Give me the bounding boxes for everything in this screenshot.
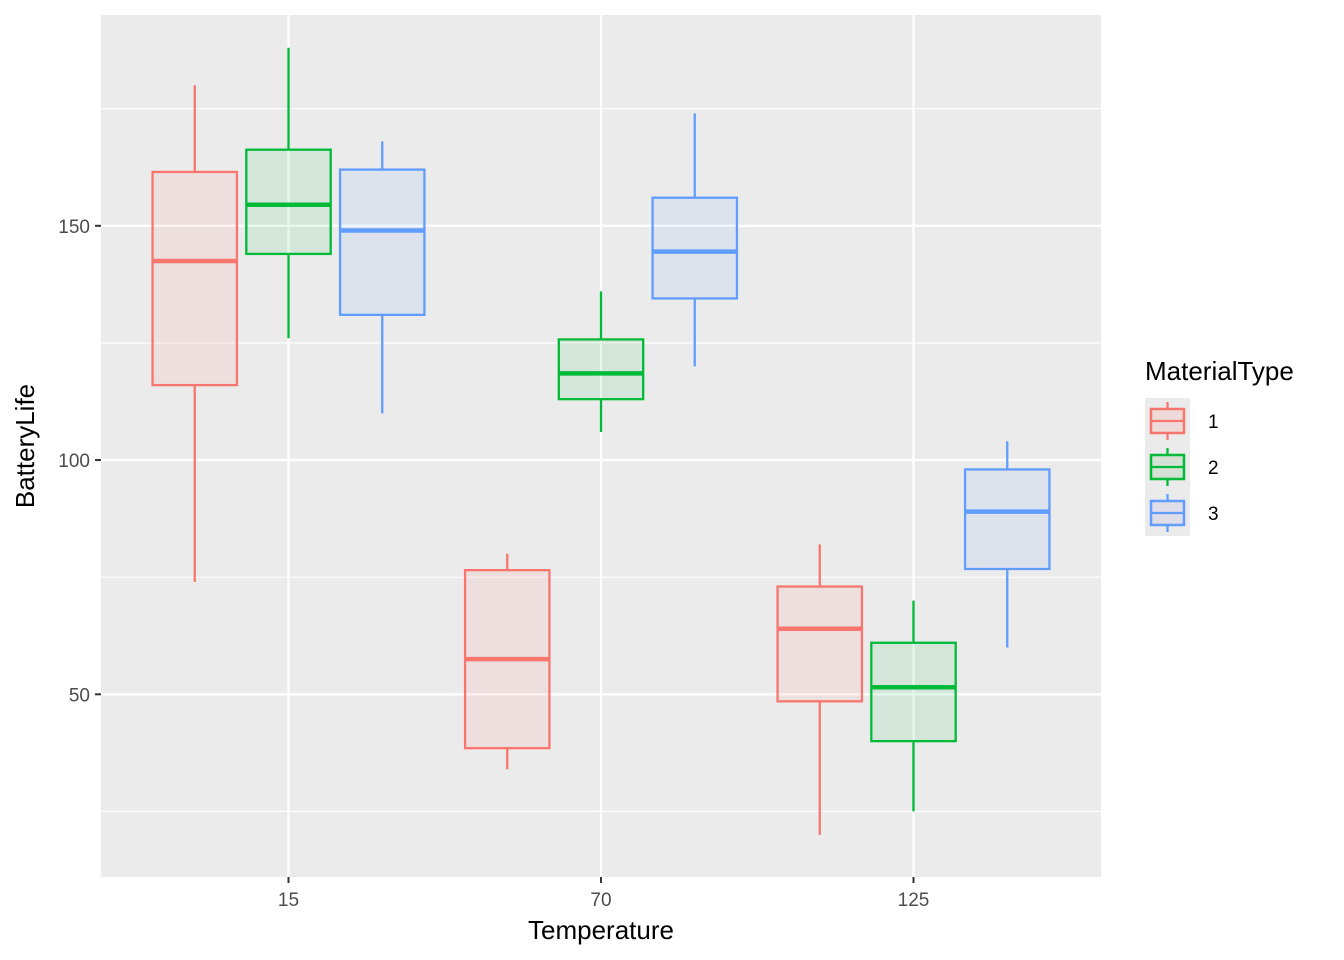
x-tick-label: 15 xyxy=(278,890,299,911)
legend-label: 1 xyxy=(1208,412,1219,433)
box-series-1-temp-15 xyxy=(151,85,239,582)
legend-title: MaterialType xyxy=(1145,356,1294,386)
box-iqr xyxy=(151,170,239,387)
box-series-3-temp-15 xyxy=(338,141,426,414)
box-iqr xyxy=(870,641,957,743)
box-series-2-temp-70 xyxy=(557,291,645,432)
legend-item-1: 1 xyxy=(1145,398,1219,444)
y-tick-label: 150 xyxy=(58,217,90,238)
x-tick-label: 70 xyxy=(590,890,611,911)
boxes xyxy=(151,47,1051,835)
x-axis-title: Temperature xyxy=(528,915,674,945)
y-tick-label: 100 xyxy=(58,451,90,472)
box-series-3-temp-70 xyxy=(651,113,739,367)
legend-keys: 1 2 3 xyxy=(1145,398,1219,536)
grid-major xyxy=(101,15,1101,877)
box-series-2-temp-15 xyxy=(245,47,332,339)
box-series-3-temp-125 xyxy=(963,441,1051,648)
y-tick-label: 50 xyxy=(69,685,90,706)
legend-label: 3 xyxy=(1208,504,1219,525)
legend-label: 2 xyxy=(1208,458,1219,479)
box-iqr xyxy=(963,468,1051,571)
y-axis-title: BatteryLife xyxy=(10,384,40,508)
legend: MaterialType 1 2 3 xyxy=(1145,356,1294,536)
box-series-2-temp-125 xyxy=(870,600,957,812)
box-iqr xyxy=(338,168,426,316)
legend-item-2: 2 xyxy=(1145,444,1219,490)
box-series-1-temp-125 xyxy=(776,544,864,835)
y-axis: 50 100 150 xyxy=(58,217,101,706)
legend-item-3: 3 xyxy=(1145,490,1219,536)
box-iqr xyxy=(557,338,645,401)
box-series-1-temp-70 xyxy=(463,553,551,770)
x-tick-label: 125 xyxy=(898,890,930,911)
box-iqr xyxy=(776,585,864,703)
box-iqr xyxy=(245,148,332,256)
box-iqr xyxy=(651,196,739,300)
x-axis: 15 70 125 xyxy=(278,877,929,911)
